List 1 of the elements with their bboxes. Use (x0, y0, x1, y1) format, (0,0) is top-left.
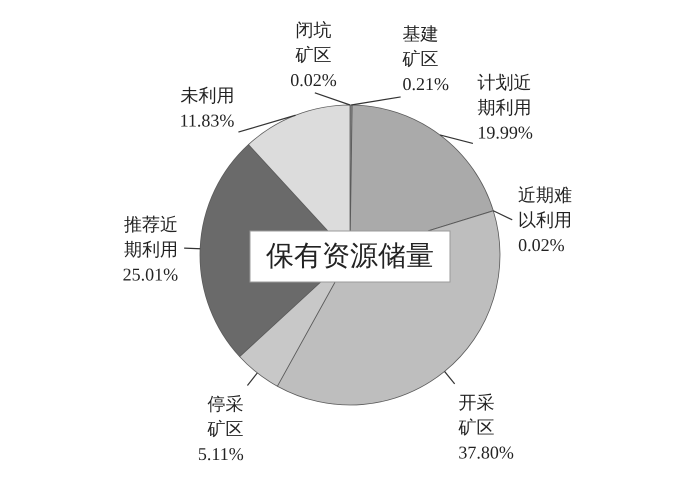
text: 保有资源储量 (266, 241, 434, 272)
